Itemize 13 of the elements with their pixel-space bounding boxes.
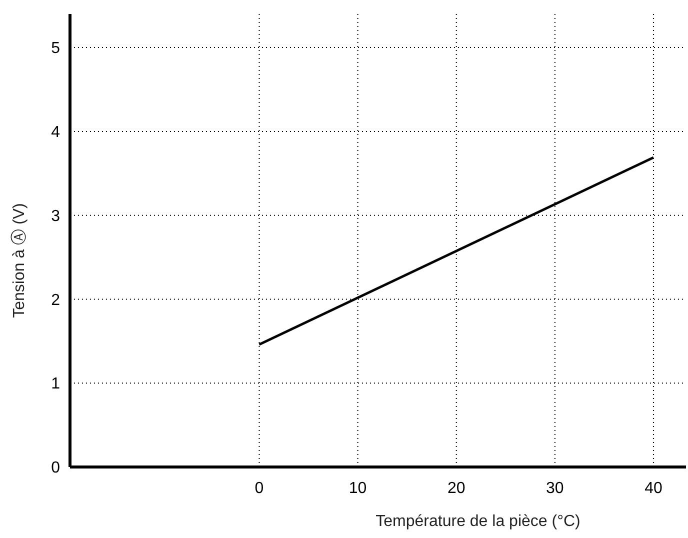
- y-axis-title: Tension à Ⓐ (V): [10, 203, 28, 318]
- y-tick-label: 2: [51, 292, 60, 309]
- x-tick-label: 30: [546, 480, 564, 497]
- x-tick-label: 10: [348, 480, 367, 497]
- x-tick-label: 0: [254, 480, 264, 497]
- y-tick-label: 3: [51, 208, 60, 225]
- y-tick-label: 1: [51, 376, 60, 393]
- y-tick-label: 0: [51, 460, 60, 477]
- x-tick-label: 20: [447, 480, 466, 497]
- x-tick-label: 40: [644, 480, 662, 497]
- y-tick-label: 4: [51, 124, 60, 142]
- y-tick-label: 5: [51, 40, 60, 58]
- x-axis-title: Température de la pièce (°C): [376, 513, 580, 530]
